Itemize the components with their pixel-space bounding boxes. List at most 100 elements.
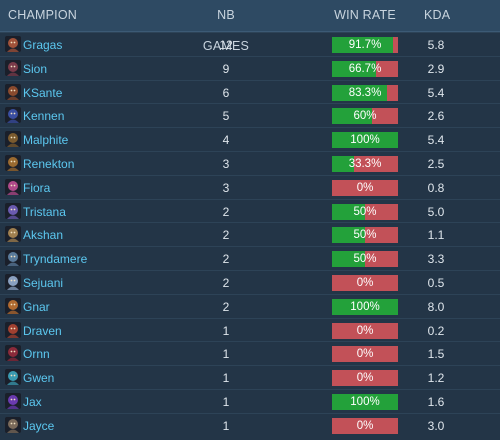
games-count: 3 xyxy=(222,157,230,171)
table-row[interactable]: Renekton 3 33.3% 2.5 xyxy=(0,151,500,176)
champion-name[interactable]: Ornn xyxy=(23,347,50,362)
table-row[interactable]: Jax 1 100% 1.6 xyxy=(0,389,500,414)
win-rate-bar: 50% xyxy=(332,227,398,244)
kda-value: 3.0 xyxy=(427,418,445,433)
kennen-portrait-icon xyxy=(5,107,21,124)
win-rate-value: 0% xyxy=(356,181,374,194)
kda-value: 5.4 xyxy=(427,133,445,148)
kda-value: 8.0 xyxy=(427,299,445,314)
win-rate-bar: 50% xyxy=(332,251,398,268)
table-row[interactable]: Tryndamere 2 50% 3.3 xyxy=(0,246,500,271)
win-rate-value: 91.7% xyxy=(348,39,382,51)
table-row[interactable]: Draven 1 0% 0.2 xyxy=(0,317,500,343)
champion-name[interactable]: Fiora xyxy=(23,180,51,195)
games-count: 2 xyxy=(222,299,230,314)
champion-name[interactable]: Akshan xyxy=(23,228,64,243)
table-row[interactable]: KSante 6 83.3% 5.4 xyxy=(0,79,500,105)
sejuani-portrait-icon xyxy=(5,274,21,290)
win-rate-bar: 0% xyxy=(332,275,398,291)
column-header-games[interactable]: NB GAMES xyxy=(202,8,250,53)
column-header-champion[interactable]: CHAMPION xyxy=(8,8,77,22)
kda-value: 1.1 xyxy=(427,228,445,243)
champion-name[interactable]: Jax xyxy=(23,395,42,409)
win-rate-bar: 66.7% xyxy=(332,60,398,77)
column-header-win-rate[interactable]: WIN RATE xyxy=(334,8,396,22)
games-count: 12 xyxy=(219,38,233,52)
tryndamere-portrait-icon xyxy=(5,250,21,267)
champion-name[interactable]: Malphite xyxy=(23,133,69,148)
champion-name[interactable]: Sion xyxy=(23,61,48,76)
champion-name[interactable]: Renekton xyxy=(23,157,75,171)
champion-name[interactable]: Jayce xyxy=(23,418,55,433)
win-rate-value: 50% xyxy=(353,205,377,218)
win-rate-value: 33.3% xyxy=(348,158,382,170)
games-count: 3 xyxy=(222,180,230,195)
column-header-kda[interactable]: KDA xyxy=(424,8,451,22)
win-rate-value: 0% xyxy=(356,419,374,432)
table-header: CHAMPION NB GAMES WIN RATE KDA xyxy=(0,0,500,53)
table-row[interactable]: Jayce 1 0% 3.0 xyxy=(0,412,500,438)
win-rate-value: 60% xyxy=(353,110,377,123)
champion-name[interactable]: Sejuani xyxy=(23,276,64,290)
tristana-portrait-icon xyxy=(5,202,21,219)
champion-name[interactable]: Kennen xyxy=(23,109,65,124)
champion-name[interactable]: Gwen xyxy=(23,371,55,386)
win-rate-fill xyxy=(332,60,377,77)
win-rate-value: 0% xyxy=(356,324,374,337)
win-rate-fill xyxy=(332,298,398,315)
table-row[interactable]: Gwen 1 0% 1.2 xyxy=(0,365,500,390)
win-rate-value: 66.7% xyxy=(348,62,382,75)
kda-value: 1.5 xyxy=(427,347,445,362)
win-rate-bar: 0% xyxy=(332,346,398,363)
win-rate-bar: 100% xyxy=(332,298,398,315)
gnar-portrait-icon xyxy=(5,297,21,314)
win-rate-bar: 0% xyxy=(332,370,398,387)
table-row[interactable]: Gnar 2 100% 8.0 xyxy=(0,293,500,319)
table-row[interactable]: Sion 9 66.7% 2.9 xyxy=(0,55,500,81)
kda-value: 2.9 xyxy=(427,61,445,76)
kda-value: 0.2 xyxy=(427,323,445,338)
games-count: 4 xyxy=(222,133,230,148)
kda-value: 1.2 xyxy=(427,371,445,386)
champion-name[interactable]: Tryndamere xyxy=(23,252,88,267)
champion-name[interactable]: Gnar xyxy=(23,299,50,314)
win-rate-bar: 60% xyxy=(332,108,398,125)
table-row[interactable]: Tristana 2 50% 5.0 xyxy=(0,198,500,224)
win-rate-value: 83.3% xyxy=(348,86,382,99)
win-rate-fill xyxy=(332,203,365,220)
table-row[interactable]: Kennen 5 60% 2.6 xyxy=(0,103,500,128)
games-count: 2 xyxy=(222,204,230,219)
win-rate-value: 50% xyxy=(353,229,377,242)
champion-name[interactable]: Tristana xyxy=(23,204,66,219)
champion-name[interactable]: Draven xyxy=(23,323,62,338)
table-row[interactable]: Sejuani 2 0% 0.5 xyxy=(0,270,500,295)
win-rate-value: 100% xyxy=(350,134,380,147)
win-rate-bar: 0% xyxy=(332,179,398,196)
kda-value: 3.3 xyxy=(427,252,445,267)
kda-value: 2.6 xyxy=(427,109,445,124)
table-row[interactable]: Malphite 4 100% 5.4 xyxy=(0,127,500,152)
table-row[interactable]: Ornn 1 0% 1.5 xyxy=(0,341,500,366)
kda-value: 0.8 xyxy=(427,180,445,195)
kda-value: 5.8 xyxy=(427,38,445,52)
games-count: 1 xyxy=(222,418,230,433)
win-rate-value: 50% xyxy=(353,253,377,266)
kda-value: 5.0 xyxy=(427,204,445,219)
games-count: 1 xyxy=(222,395,230,409)
table-row[interactable]: Akshan 2 50% 1.1 xyxy=(0,222,500,247)
champion-name[interactable]: Gragas xyxy=(23,38,63,52)
games-count: 1 xyxy=(222,323,230,338)
win-rate-bar: 100% xyxy=(332,132,398,149)
champion-name[interactable]: KSante xyxy=(23,85,63,100)
kda-value: 1.6 xyxy=(427,395,445,409)
table-row[interactable]: Gragas 12 91.7% 5.8 xyxy=(0,32,500,57)
win-rate-value: 100% xyxy=(350,300,380,313)
win-rate-fill xyxy=(332,227,365,244)
draven-portrait-icon xyxy=(5,321,21,338)
win-rate-bar: 33.3% xyxy=(332,156,398,172)
games-count: 2 xyxy=(222,228,230,243)
table-row[interactable]: Fiora 3 0% 0.8 xyxy=(0,174,500,200)
win-rate-value: 0% xyxy=(356,277,374,289)
jax-portrait-icon xyxy=(5,393,21,409)
games-count: 2 xyxy=(222,252,230,267)
